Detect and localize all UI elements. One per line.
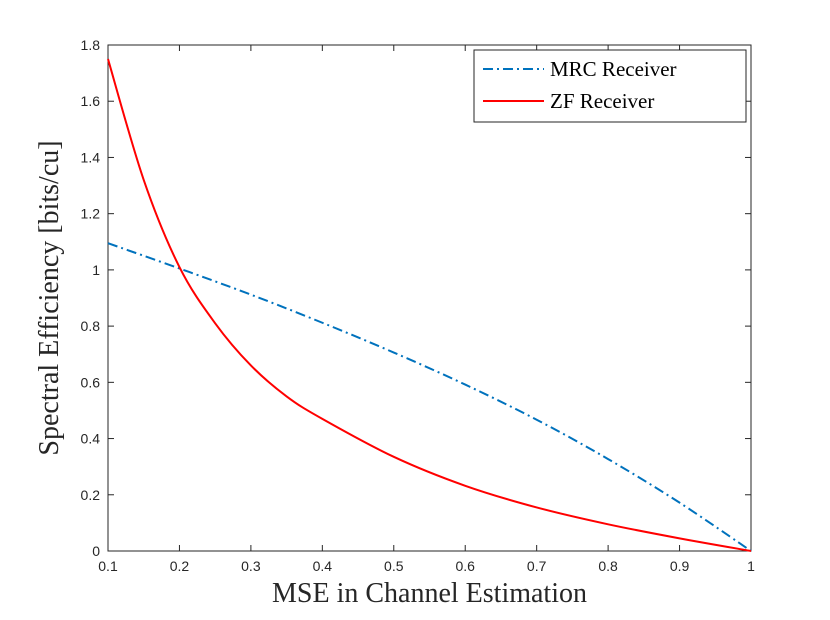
x-tick-label: 0.6 xyxy=(455,558,475,574)
y-tick-label: 1.2 xyxy=(81,206,101,222)
legend-box xyxy=(473,49,747,123)
x-tick-label: 0.8 xyxy=(598,558,618,574)
legend: MRC Receiver ZF Receiver xyxy=(473,49,747,123)
series-layer xyxy=(107,58,752,552)
x-tick-label: 0.9 xyxy=(670,558,690,574)
x-tick-label: 0.7 xyxy=(527,558,547,574)
y-tick-label: 0.2 xyxy=(81,487,101,503)
y-tick-label: 0.4 xyxy=(81,431,101,447)
y-tick-label: 0 xyxy=(92,543,100,559)
y-tick-label: 1.8 xyxy=(81,37,101,53)
series-line-zf-receiver xyxy=(107,58,752,552)
y-axis-label: Spectral Efficiency [bits/cu] xyxy=(34,140,65,455)
x-axis-label: MSE in Channel Estimation xyxy=(272,578,587,609)
y-tick-label: 1.6 xyxy=(81,93,101,109)
legend-label-zf: ZF Receiver xyxy=(550,89,654,113)
x-tick-label: 0.1 xyxy=(98,558,118,574)
y-tick-label: 0.6 xyxy=(81,374,101,390)
x-tick-label: 1 xyxy=(747,558,755,574)
legend-label-mrc: MRC Receiver xyxy=(550,57,677,81)
x-axis-ticks: 0.1 0.2 0.3 0.4 0.5 0.6 0.7 0.8 0.9 1 xyxy=(98,45,755,574)
plot-area xyxy=(107,44,752,552)
series-line-mrc-receiver xyxy=(107,242,752,552)
x-tick-label: 0.2 xyxy=(170,558,190,574)
x-tick-label: 0.4 xyxy=(313,558,333,574)
x-tick-label: 0.3 xyxy=(241,558,261,574)
y-axis-ticks: 0 0.2 0.4 0.6 0.8 1 1.2 1.4 1.6 1.8 xyxy=(81,37,751,559)
y-tick-label: 1 xyxy=(92,262,100,278)
x-tick-label: 0.5 xyxy=(384,558,404,574)
y-tick-label: 1.4 xyxy=(81,149,101,165)
y-tick-label: 0.8 xyxy=(81,318,101,334)
